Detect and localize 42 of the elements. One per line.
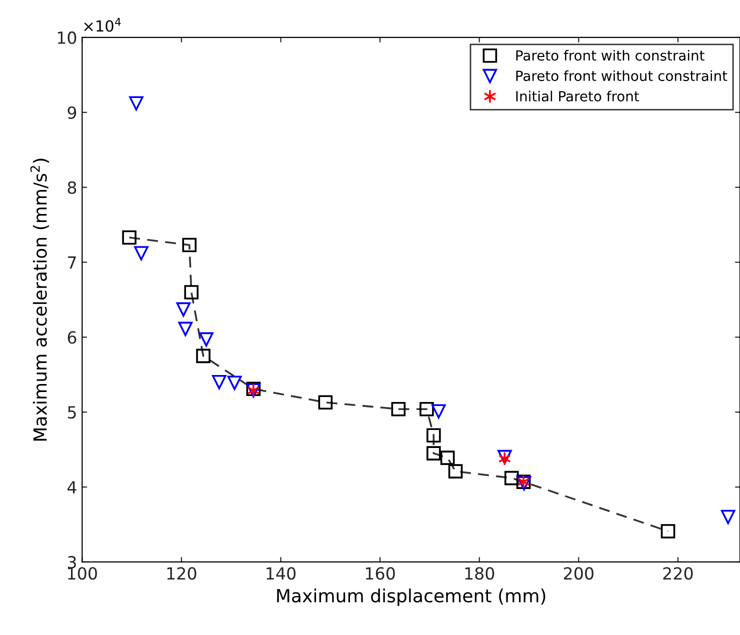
point xyxy=(318,395,333,410)
point xyxy=(122,230,136,245)
point xyxy=(420,402,434,416)
y-tick-label: 9 xyxy=(68,106,76,119)
point xyxy=(426,446,441,460)
point xyxy=(184,285,199,300)
y-tick-label: 6 xyxy=(68,331,76,344)
y-tick-label: 5 xyxy=(68,406,76,419)
point xyxy=(199,332,214,347)
x-tick-label: 180 xyxy=(465,567,494,580)
legend-label: Pareto front with constraint xyxy=(516,50,704,61)
y-axis-title: Maximum acceleration (mm/s$^{2}$) xyxy=(30,158,50,441)
y-tick-label: 4 xyxy=(67,481,76,494)
x-tick-label: 220 xyxy=(663,567,693,580)
legend-label: Pareto front without constraint xyxy=(516,70,728,82)
point xyxy=(178,322,193,336)
point xyxy=(196,348,210,364)
point xyxy=(212,374,226,390)
x-tick-label: 200 xyxy=(564,567,594,580)
y-tick-label: 10 xyxy=(58,31,76,44)
x-axis-title: Maximum displacement (mm) xyxy=(277,588,546,606)
point xyxy=(720,510,736,524)
text: ×10$^{4}$ xyxy=(84,18,121,32)
point xyxy=(391,402,406,416)
x-tick-label: 160 xyxy=(366,567,395,580)
point xyxy=(176,302,191,317)
y-tick-label: 8 xyxy=(68,181,76,194)
point xyxy=(440,450,455,465)
point xyxy=(426,428,441,442)
point xyxy=(431,404,446,419)
point xyxy=(182,238,197,252)
point xyxy=(129,96,144,111)
legend-label: Initial Pareto front xyxy=(516,90,640,102)
point xyxy=(660,524,676,538)
point xyxy=(134,246,148,260)
x-tick-label: 140 xyxy=(266,567,296,580)
y-tick-label: 7 xyxy=(68,256,76,269)
point xyxy=(448,464,463,478)
point xyxy=(504,470,519,486)
x-tick-label: 100 xyxy=(68,567,97,580)
point xyxy=(227,376,242,390)
x-tick-label: 120 xyxy=(167,567,196,580)
